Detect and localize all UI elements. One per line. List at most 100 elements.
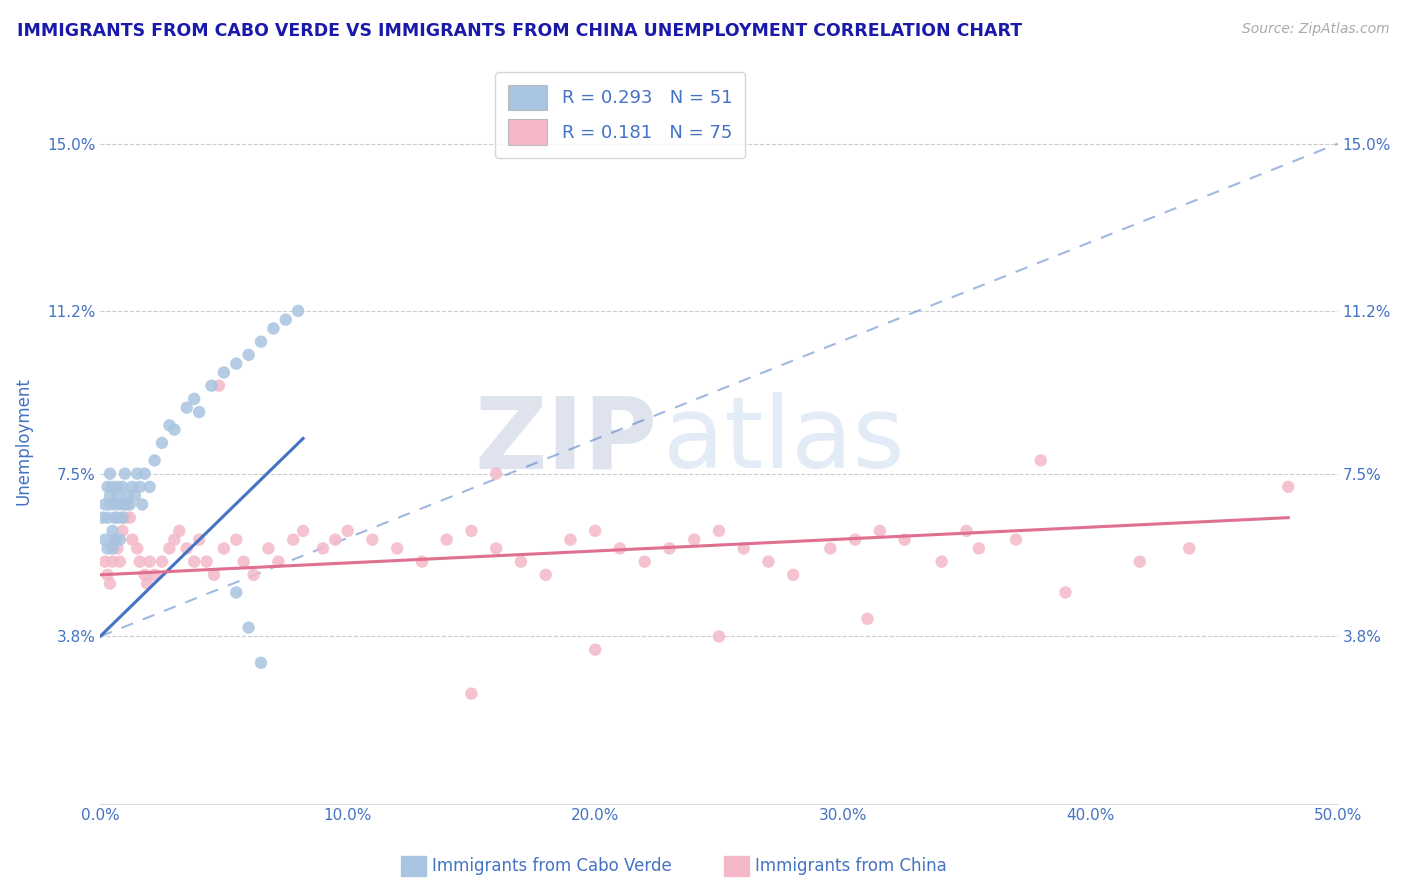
Point	[143, 567, 166, 582]
Point	[583, 642, 606, 657]
Point	[121, 533, 143, 547]
Point	[683, 533, 706, 547]
Point	[460, 687, 482, 701]
Text: IMMIGRANTS FROM CABO VERDE VS IMMIGRANTS FROM CHINA UNEMPLOYMENT CORRELATION CHA: IMMIGRANTS FROM CABO VERDE VS IMMIGRANTS…	[17, 22, 1022, 40]
Point	[609, 541, 631, 556]
Point	[733, 541, 755, 556]
Point	[250, 656, 273, 670]
Point	[104, 510, 127, 524]
Point	[707, 524, 730, 538]
Point	[96, 567, 118, 582]
Point	[127, 541, 149, 556]
Point	[176, 541, 198, 556]
Point	[658, 541, 681, 556]
Point	[283, 533, 305, 547]
Point	[111, 524, 134, 538]
Point	[931, 555, 953, 569]
Point	[820, 541, 842, 556]
Point	[107, 480, 129, 494]
Point	[411, 555, 433, 569]
Point	[124, 489, 146, 503]
Point	[782, 567, 804, 582]
Point	[108, 498, 131, 512]
Point	[955, 524, 977, 538]
Point	[634, 555, 657, 569]
Point	[292, 524, 315, 538]
Point	[560, 533, 582, 547]
Point	[336, 524, 359, 538]
Point	[108, 533, 131, 547]
Point	[195, 555, 218, 569]
Point	[134, 467, 156, 481]
Point	[1277, 480, 1299, 494]
Point	[436, 533, 458, 547]
Point	[118, 510, 141, 524]
Point	[238, 348, 260, 362]
Point	[104, 498, 127, 512]
Point	[242, 567, 264, 582]
Point	[893, 533, 915, 547]
Point	[104, 533, 127, 547]
Point	[98, 498, 121, 512]
Point	[856, 612, 879, 626]
Point	[707, 629, 730, 643]
Point	[257, 541, 280, 556]
Point	[128, 480, 150, 494]
Point	[150, 435, 173, 450]
Point	[96, 480, 118, 494]
Point	[1005, 533, 1028, 547]
Point	[534, 567, 557, 582]
Point	[159, 418, 181, 433]
Point	[208, 378, 231, 392]
Legend: R = 0.293   N = 51, R = 0.181   N = 75: R = 0.293 N = 51, R = 0.181 N = 75	[495, 72, 745, 158]
Point	[312, 541, 335, 556]
Point	[267, 555, 290, 569]
Y-axis label: Unemployment: Unemployment	[15, 376, 32, 505]
Point	[212, 541, 235, 556]
Point	[94, 555, 117, 569]
Point	[232, 555, 254, 569]
Point	[128, 555, 150, 569]
Point	[163, 423, 186, 437]
Point	[114, 510, 136, 524]
Point	[121, 480, 143, 494]
Point	[183, 555, 205, 569]
Point	[225, 585, 247, 599]
Point	[287, 304, 309, 318]
Point	[485, 541, 508, 556]
Point	[250, 334, 273, 349]
Point	[107, 510, 129, 524]
Point	[101, 541, 124, 556]
Point	[460, 524, 482, 538]
Point	[98, 576, 121, 591]
Point	[150, 555, 173, 569]
Point	[96, 510, 118, 524]
Point	[94, 533, 117, 547]
Point	[163, 533, 186, 547]
Text: Immigrants from Cabo Verde: Immigrants from Cabo Verde	[432, 857, 672, 875]
Point	[114, 467, 136, 481]
Point	[111, 480, 134, 494]
Point	[131, 498, 153, 512]
Point	[98, 467, 121, 481]
Point	[108, 555, 131, 569]
Point	[844, 533, 866, 547]
Point	[200, 378, 222, 392]
Point	[101, 555, 124, 569]
Text: ZIP: ZIP	[474, 392, 657, 489]
Point	[758, 555, 780, 569]
Point	[583, 524, 606, 538]
Point	[107, 489, 129, 503]
Point	[143, 453, 166, 467]
Point	[96, 541, 118, 556]
Point	[118, 498, 141, 512]
Point	[202, 567, 225, 582]
Point	[107, 541, 129, 556]
Point	[101, 480, 124, 494]
Point	[176, 401, 198, 415]
Point	[238, 621, 260, 635]
Point	[91, 510, 114, 524]
Point	[183, 392, 205, 406]
Point	[114, 498, 136, 512]
Point	[98, 489, 121, 503]
